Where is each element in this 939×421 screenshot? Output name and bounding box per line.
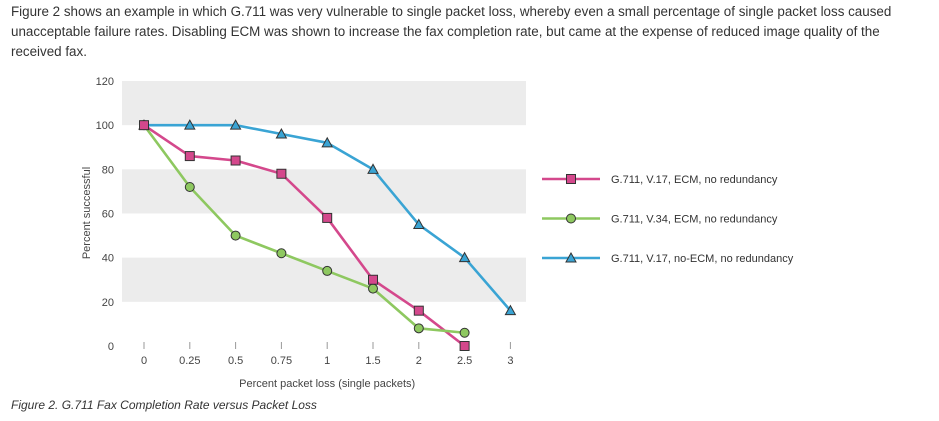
data-point-circle: [230, 230, 241, 241]
data-point-triangle: [504, 304, 517, 316]
data-point-triangle: [321, 136, 334, 148]
legend-label: G.711, V.17, no-ECM, no redundancy: [611, 253, 794, 265]
series-line-circle: [142, 123, 466, 335]
x-axis-title: Percent packet loss (single packets): [239, 378, 415, 390]
data-point-circle: [413, 323, 424, 334]
legend-label: G.711, V.34, ECM, no redundancy: [611, 214, 778, 226]
data-point-triangle: [229, 119, 242, 130]
data-point-circle: [276, 248, 287, 259]
legend-marker-triangle: [565, 251, 577, 263]
legend-label: G.711, V.17, ECM, no redundancy: [611, 174, 778, 186]
y-axis-title: Percent successful: [81, 167, 93, 259]
data-point-square: [139, 120, 149, 131]
legend-marker-square: [566, 174, 576, 184]
data-point-circle: [322, 265, 333, 276]
figure-caption: Figure 2. G.711 Fax Completion Rate vers…: [11, 398, 317, 412]
data-point-square: [322, 212, 333, 223]
x-tick-label: 0.5: [228, 355, 243, 367]
x-tick-label: 2.5: [457, 355, 472, 367]
data-point-square: [368, 274, 378, 285]
data-point-circle: [459, 327, 470, 338]
x-tick-label: 2: [416, 355, 422, 367]
x-tick-label: 0: [141, 355, 147, 367]
grid-band: [122, 81, 526, 126]
data-point-triangle: [275, 127, 288, 139]
data-point-square: [413, 305, 424, 316]
legend-marker-circle: [566, 213, 576, 224]
data-point-triangle: [412, 218, 425, 230]
y-tick-label: 40: [102, 253, 114, 265]
grid-band: [122, 257, 526, 302]
x-tick-label: 0.75: [271, 355, 292, 367]
y-tick-label: 0: [108, 341, 114, 353]
y-tick-label: 20: [102, 297, 114, 309]
y-tick-label: 80: [102, 164, 114, 176]
data-point-triangle: [458, 251, 471, 263]
x-tick-label: 1.5: [365, 355, 380, 367]
data-point-square: [230, 155, 241, 166]
x-tick-label: 0.25: [179, 355, 200, 367]
data-point-triangle: [183, 119, 196, 130]
intro-paragraph: Figure 2 shows an example in which G.711…: [11, 4, 892, 59]
x-tick-label: 3: [507, 355, 513, 367]
data-point-square: [459, 341, 470, 351]
data-point-triangle: [367, 163, 379, 174]
y-tick-label: 120: [96, 76, 114, 88]
data-point-circle: [368, 283, 378, 294]
series-line-square: [142, 123, 466, 348]
x-tick-label: 1: [324, 355, 330, 367]
data-point-square: [276, 168, 287, 179]
data-point-circle: [184, 182, 195, 192]
y-tick-label: 100: [96, 120, 114, 132]
data-point-square: [184, 151, 195, 162]
y-tick-label: 60: [102, 209, 114, 221]
